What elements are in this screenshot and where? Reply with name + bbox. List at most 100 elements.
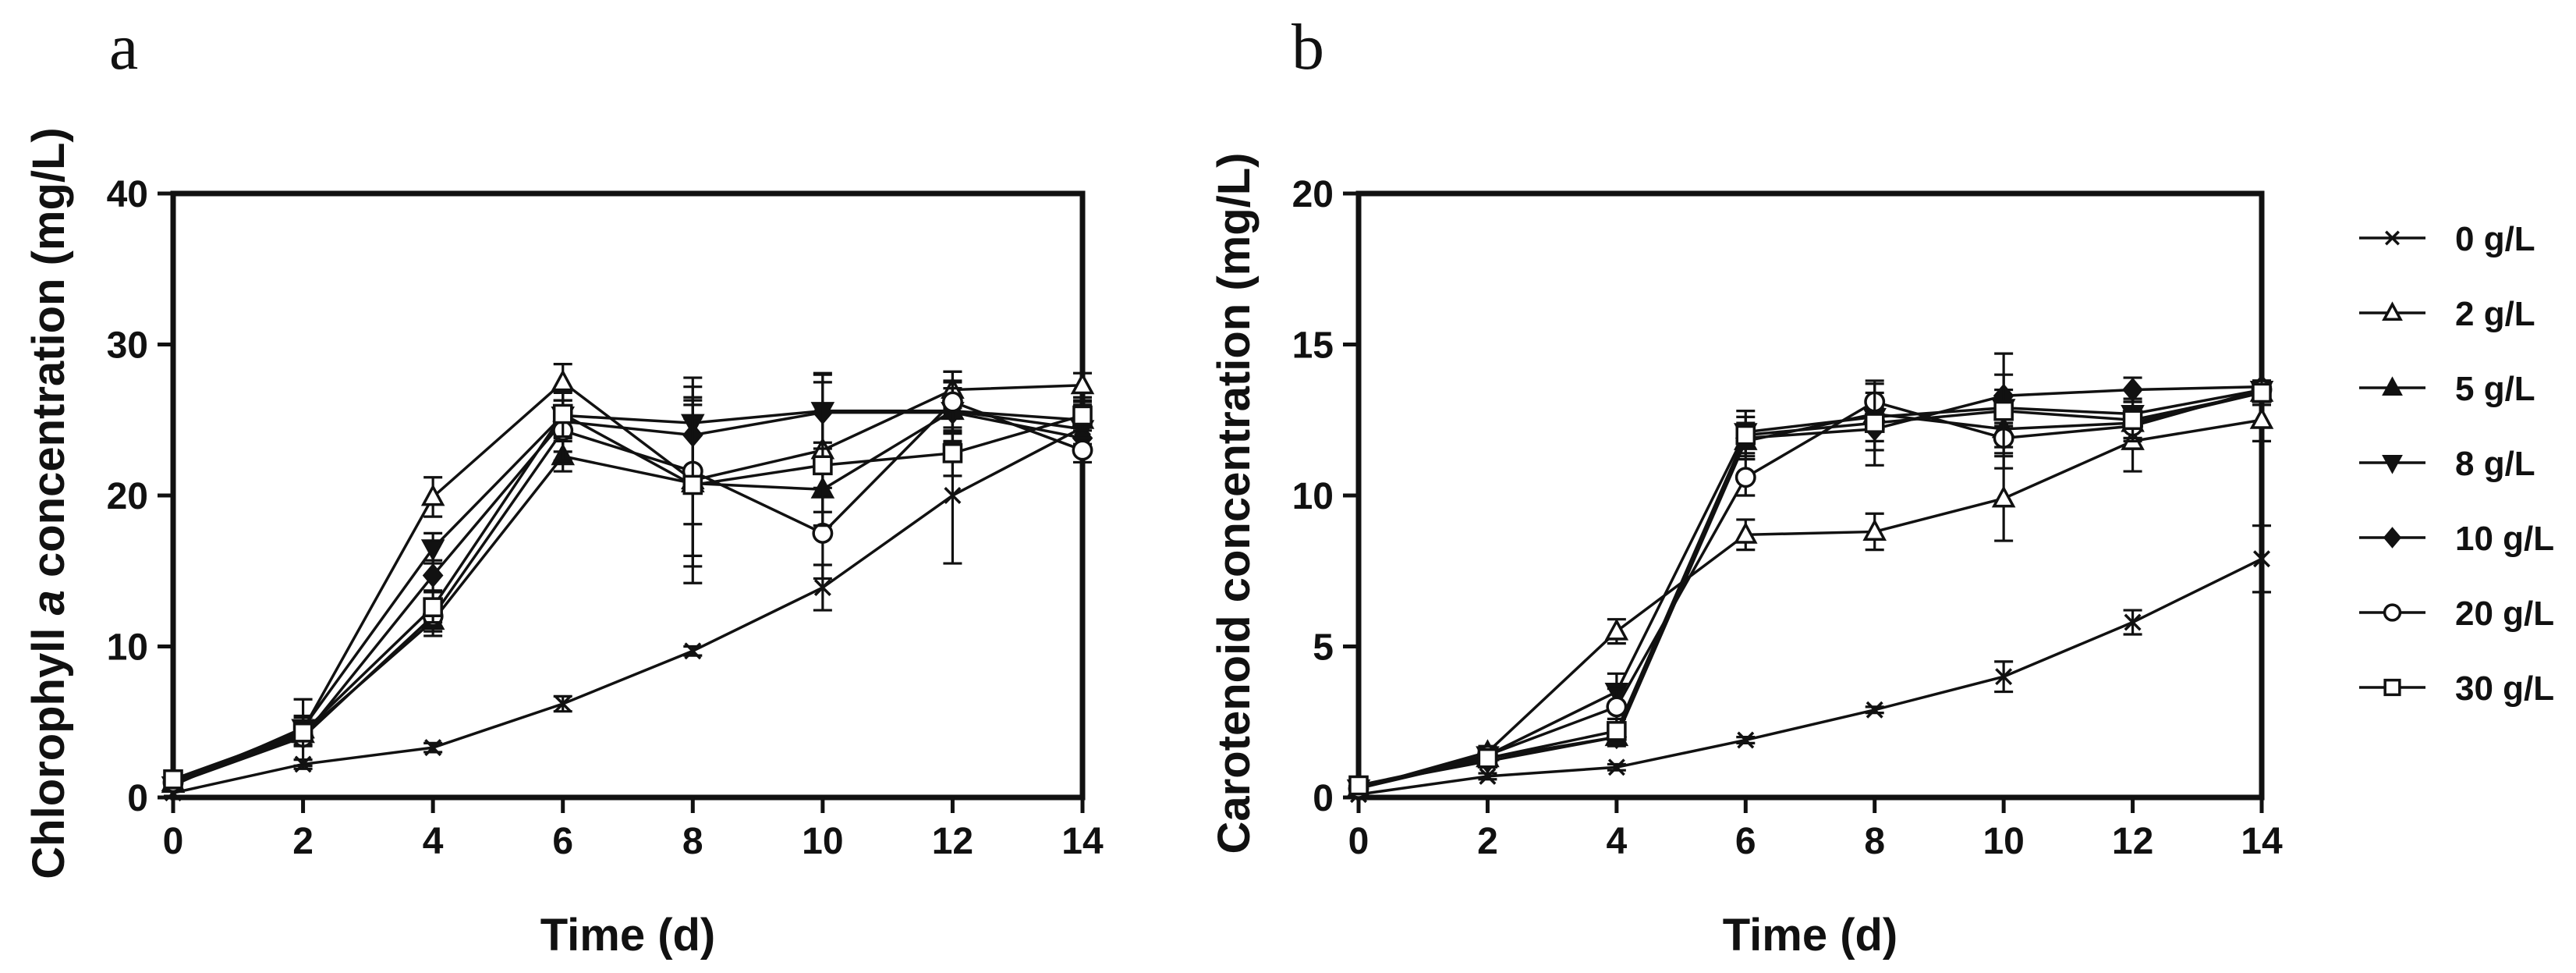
panel-a-x-tick-label: 6 bbox=[552, 821, 573, 862]
panel-a-letter: a bbox=[109, 11, 138, 83]
panel-a-y-axis-title-italic: a bbox=[23, 590, 74, 615]
panel-b-series-2gl-point bbox=[1991, 485, 2016, 508]
panel-a-series-0gl-point bbox=[813, 579, 831, 597]
panel-b-x-tick-label: 10 bbox=[1982, 821, 2024, 862]
panel-b-series-0gl-point bbox=[1866, 701, 1883, 719]
panel-b-x-tick-label: 14 bbox=[2241, 821, 2283, 862]
panel-b-series-30gl-point bbox=[1864, 413, 1885, 433]
panel-a-series-30gl-point bbox=[682, 474, 703, 495]
legend-item-2gl-label: 2 g/L bbox=[2455, 295, 2535, 333]
panel-a-series-0gl-point bbox=[424, 739, 442, 757]
panel-a-x-tick-label: 10 bbox=[802, 821, 843, 862]
legend: 0 g/L 2 g/L 5 g/L 8 g/L 10 g/L 20 g/L 30 g/L bbox=[2359, 220, 2554, 708]
panel-a-series-0gl-line bbox=[172, 426, 1083, 794]
panel-b-series-30gl-point bbox=[1993, 400, 2014, 421]
panel-b-series-30gl-point bbox=[1607, 721, 1627, 741]
panel-b-series-0gl-line bbox=[1358, 557, 2262, 796]
panel-a-y-tick-label: 30 bbox=[107, 325, 148, 367]
panel-a-x-tick-label: 14 bbox=[1061, 821, 1104, 862]
panel-b-series-0gl-point bbox=[1607, 758, 1625, 776]
panel-a-series-2gl-point bbox=[420, 484, 445, 506]
panel-b-y-axis-title: Carotenoid concentration (mg/L) bbox=[1209, 153, 1260, 854]
panel-b-y-tick-label: 0 bbox=[1313, 778, 1334, 819]
panel-a-y-tick-label: 40 bbox=[107, 174, 148, 215]
panel-a-x-tick-label: 0 bbox=[163, 821, 184, 862]
panel-b-series-0gl-point bbox=[1995, 668, 2013, 686]
panel-a-series-2gl-point bbox=[1070, 372, 1095, 395]
legend-item-2gl: 2 g/L bbox=[2359, 295, 2535, 333]
legend-item-10gl-label: 10 g/L bbox=[2455, 520, 2554, 558]
panel-b-series-0gl-point bbox=[2124, 613, 2142, 631]
panel-a-y-axis-title-post: concentration (mg/L) bbox=[23, 127, 74, 590]
panel-a-y-tick-label: 0 bbox=[127, 778, 148, 819]
panel-a-y-axis-title-pre: Chlorophyll bbox=[23, 615, 74, 879]
panel-a-series-30gl-point bbox=[813, 455, 833, 476]
legend-item-5gl: 5 g/L bbox=[2359, 370, 2535, 408]
panel-a-series-30gl-line bbox=[172, 412, 1083, 781]
legend-item-20gl-marker bbox=[2383, 603, 2402, 622]
panel-a-series-30gl-point bbox=[1072, 405, 1093, 426]
panel-b-series-0gl-point bbox=[1479, 767, 1497, 785]
legend-item-5gl-marker bbox=[2382, 376, 2403, 396]
panel-b-x-tick-label: 12 bbox=[2112, 821, 2153, 862]
legend-item-30gl-marker bbox=[2383, 678, 2401, 697]
panel-a-series-20gl-point bbox=[1072, 439, 1093, 461]
panel-a-series-30gl-point bbox=[552, 403, 573, 424]
panel-b-letter: b bbox=[1292, 11, 1324, 83]
panel-b-plot-area: 0 2 4 6 8 10 12 14 0 5 10 15 20 bbox=[1292, 174, 2283, 862]
panel-a-plot-frame bbox=[170, 190, 1086, 801]
panel-a-series-10gl-point bbox=[422, 563, 444, 588]
panel-b-y-tick-label: 10 bbox=[1292, 476, 1334, 517]
panel-a-y-axis-title: Chlorophyll a concentration (mg/L) bbox=[23, 127, 74, 879]
panel-a-chart: a Time (d) Chlorophyll a concentration (… bbox=[23, 11, 1104, 961]
panel-b-x-tick-label: 6 bbox=[1735, 821, 1756, 862]
legend-item-10gl-marker bbox=[2383, 527, 2402, 549]
legend-item-2gl-marker bbox=[2382, 301, 2403, 321]
panel-a-x-tick-label: 8 bbox=[682, 821, 703, 862]
panel-a-x-axis-title: Time (d) bbox=[540, 910, 716, 961]
legend-item-8gl: 8 g/L bbox=[2359, 445, 2535, 483]
panel-a-x-tick-label: 4 bbox=[423, 821, 444, 862]
legend-item-0gl: 0 g/L bbox=[2359, 220, 2535, 258]
panel-a-plot-area: 0 2 4 6 8 10 12 14 0 10 20 30 40 bbox=[107, 174, 1104, 862]
panel-b-series-0gl-point bbox=[2253, 550, 2270, 568]
panel-b-series-30gl-point bbox=[1735, 424, 1756, 446]
panel-b-chart: b Time (d) Carotenoid concentration (mg/… bbox=[1209, 11, 2283, 961]
panel-b-series-30gl-point bbox=[2122, 410, 2143, 431]
panel-b-series-2gl-point bbox=[1733, 521, 1758, 544]
panel-a-series-8gl-point bbox=[420, 539, 445, 562]
legend-item-8gl-marker bbox=[2382, 455, 2403, 474]
panel-b-series-8gl-line bbox=[1358, 388, 2262, 790]
panel-b-series-10gl-point bbox=[2122, 377, 2143, 403]
panel-a-x-tick-label: 2 bbox=[292, 821, 314, 862]
panel-a-series-20gl-point bbox=[941, 391, 963, 413]
panel-a-series-30gl-point bbox=[423, 597, 443, 617]
panel-a-x-tick-label: 12 bbox=[932, 821, 973, 862]
legend-item-0gl-label: 0 g/L bbox=[2455, 220, 2535, 258]
legend-item-30gl: 30 g/L bbox=[2359, 669, 2554, 708]
panel-a-y-tick-label: 10 bbox=[107, 627, 148, 669]
panel-b-series-5gl-line bbox=[1358, 391, 2262, 790]
panel-b-x-tick-label: 4 bbox=[1607, 821, 1628, 862]
legend-item-30gl-label: 30 g/L bbox=[2455, 669, 2554, 708]
legend-item-20gl: 20 g/L bbox=[2359, 595, 2554, 633]
panel-b-series-20gl-line bbox=[1358, 388, 2262, 790]
legend-item-8gl-label: 8 g/L bbox=[2455, 445, 2535, 483]
panel-a-series-0gl-point bbox=[944, 487, 962, 504]
panel-a-series-0gl-point bbox=[554, 695, 572, 713]
legend-item-10gl: 10 g/L bbox=[2359, 520, 2554, 558]
panel-a-series-2gl-point bbox=[551, 369, 576, 392]
panel-b-x-tick-label: 0 bbox=[1348, 821, 1369, 862]
panel-a-series-2gl-line bbox=[172, 380, 1083, 784]
panel-b-x-tick-label: 2 bbox=[1477, 821, 1498, 862]
legend-item-5gl-label: 5 g/L bbox=[2455, 370, 2535, 408]
panel-b-series-10gl-line bbox=[1358, 385, 2262, 787]
panel-b-plot-frame bbox=[1355, 190, 2265, 801]
panel-b-series-30gl-line bbox=[1358, 391, 2262, 787]
panel-b-series-30gl-point bbox=[2252, 382, 2272, 403]
panel-b-series-2gl-line bbox=[1358, 418, 2262, 790]
panel-a-y-tick-label: 20 bbox=[107, 476, 148, 517]
panel-a-series-8gl-line bbox=[172, 409, 1083, 787]
panel-b-series-2gl bbox=[1346, 397, 2274, 797]
